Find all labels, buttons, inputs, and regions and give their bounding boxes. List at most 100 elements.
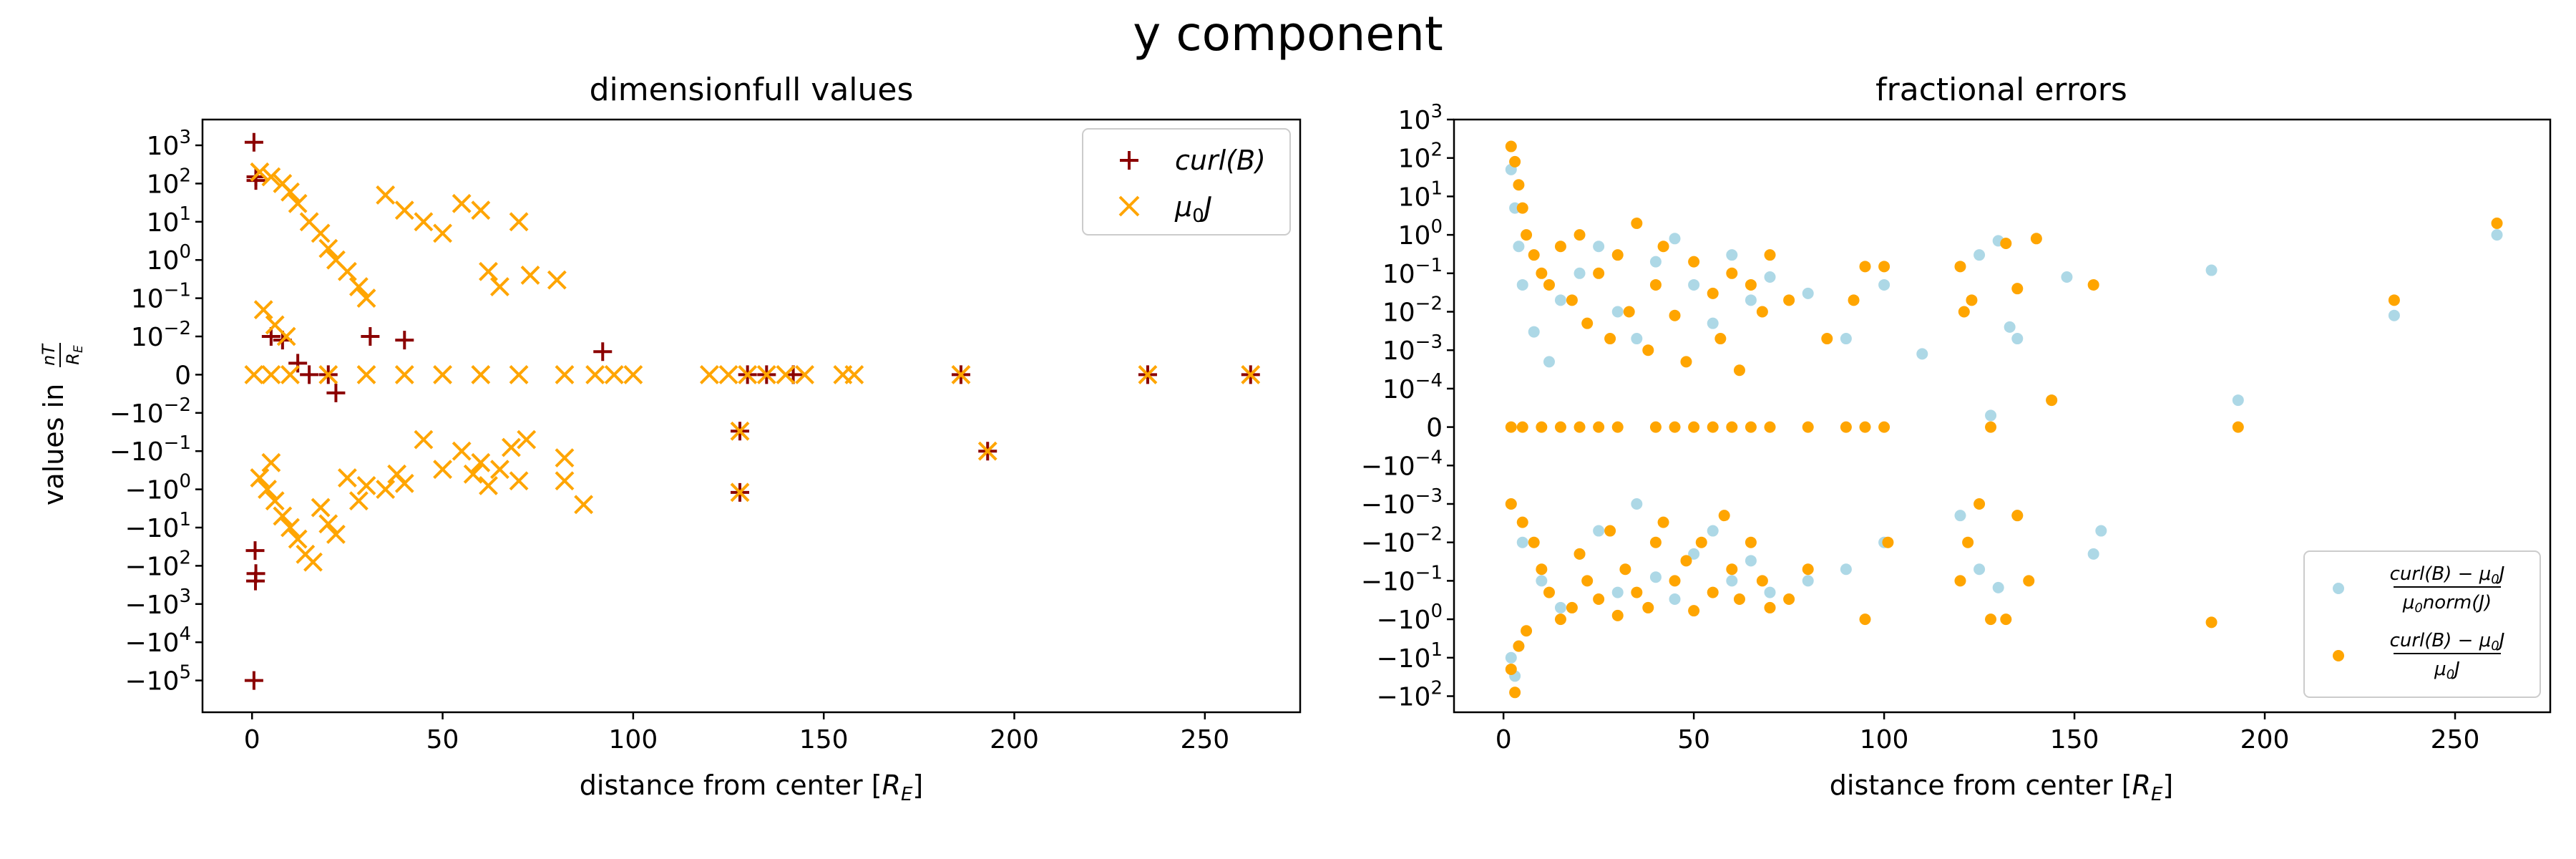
data-point xyxy=(1958,306,1970,318)
x-tick-label: 50 xyxy=(426,725,459,754)
data-point xyxy=(414,430,434,450)
data-point xyxy=(337,261,357,281)
data-point xyxy=(1745,536,1757,548)
data-point xyxy=(1509,155,1521,168)
data-point xyxy=(1669,421,1681,433)
data-point xyxy=(303,552,323,572)
data-point xyxy=(1574,548,1586,560)
svg-text:curl(B) − μ0J: curl(B) − μ0J xyxy=(2390,630,2505,654)
data-point xyxy=(509,471,529,491)
data-point xyxy=(593,342,613,361)
data-point xyxy=(2061,271,2073,283)
data-point xyxy=(471,452,491,472)
axes-frame-right xyxy=(1453,118,2552,714)
data-point xyxy=(244,364,264,384)
svg-text:values in: values in xyxy=(38,384,69,505)
data-point xyxy=(509,364,529,384)
data-point xyxy=(1554,613,1566,626)
y-tick-label: −10−1 xyxy=(1361,562,1443,596)
data-point xyxy=(2205,264,2218,276)
data-point xyxy=(1707,287,1719,299)
data-point xyxy=(1521,229,1533,241)
marks-left xyxy=(244,132,1261,690)
series-2 xyxy=(1505,140,2503,699)
y-tick-label: −104 xyxy=(125,623,191,658)
data-point xyxy=(1593,421,1605,433)
data-point xyxy=(2388,309,2400,321)
data-point xyxy=(1688,278,1700,291)
data-point xyxy=(433,460,452,480)
data-point xyxy=(1528,249,1540,261)
data-point xyxy=(479,261,498,281)
data-point xyxy=(265,491,285,511)
data-point xyxy=(376,480,396,500)
data-point xyxy=(1528,536,1540,548)
y-tick-label: 10−4 xyxy=(1382,370,1443,404)
data-point xyxy=(1649,421,1662,433)
data-point xyxy=(1733,593,1745,606)
data-point xyxy=(250,162,270,182)
data-point xyxy=(2232,394,2244,407)
data-point xyxy=(1783,294,1795,306)
data-point xyxy=(1840,563,1852,576)
data-point xyxy=(1642,601,1654,613)
data-point xyxy=(2095,525,2107,537)
data-point xyxy=(547,270,567,290)
data-point xyxy=(1688,605,1700,617)
data-point xyxy=(1848,294,1860,306)
data-point xyxy=(1521,625,1533,637)
data-point xyxy=(394,364,414,384)
data-point xyxy=(1543,278,1555,291)
legend-curl-marker xyxy=(1120,151,1138,170)
data-point xyxy=(288,193,308,213)
data-point xyxy=(1566,601,1578,613)
data-point xyxy=(1649,256,1662,268)
x-tick-label: 100 xyxy=(609,725,658,754)
data-point xyxy=(1593,593,1605,606)
data-point xyxy=(1954,510,1966,522)
y-tick-label: 10−1 xyxy=(131,280,191,314)
data-point xyxy=(2205,616,2218,629)
data-point xyxy=(1669,233,1681,245)
y-tick-label: −100 xyxy=(1376,601,1443,635)
data-point xyxy=(1859,421,1871,433)
data-point xyxy=(1516,536,1528,548)
y-tick-label: −10−1 xyxy=(109,432,191,467)
data-point xyxy=(1593,267,1605,279)
data-point xyxy=(1554,241,1566,253)
y-tick-label: −10−4 xyxy=(1361,447,1443,481)
data-point xyxy=(1509,686,1521,699)
data-point xyxy=(1756,306,1768,318)
data-point xyxy=(479,476,498,495)
data-point xyxy=(1764,249,1776,261)
data-point xyxy=(1528,326,1540,338)
data-point xyxy=(1581,317,1594,329)
data-point xyxy=(2030,233,2042,245)
x-axis-label-left: distance from center [RE] xyxy=(580,770,923,805)
data-point xyxy=(1631,333,1643,345)
data-point xyxy=(1726,575,1738,587)
y-tick-label: 102 xyxy=(1398,140,1443,174)
data-point xyxy=(1954,261,1966,273)
x-tick-label: 250 xyxy=(2431,725,2480,754)
data-point xyxy=(318,238,338,258)
data-point xyxy=(1604,525,1616,537)
plot-fractional-errors: fractional errors 10310210110010−110−210… xyxy=(1361,72,2552,805)
plot-dimensionfull-values: dimensionfull values 10310210110010−110−… xyxy=(38,72,1302,805)
data-point xyxy=(555,448,575,468)
data-point xyxy=(1516,421,1528,433)
data-point xyxy=(394,473,414,493)
y-tick-label: 103 xyxy=(147,127,191,161)
x-tick-label: 200 xyxy=(990,725,1039,754)
data-point xyxy=(356,364,376,384)
data-point xyxy=(1574,421,1586,433)
data-point xyxy=(520,266,540,285)
plot-title-right: fractional errors xyxy=(1875,72,2127,108)
data-point xyxy=(730,482,750,503)
y-tick-label: 10−2 xyxy=(1382,293,1443,328)
data-point xyxy=(273,506,293,526)
data-point xyxy=(452,441,472,461)
data-point xyxy=(604,364,624,384)
y-tick-label: −102 xyxy=(1376,678,1443,712)
